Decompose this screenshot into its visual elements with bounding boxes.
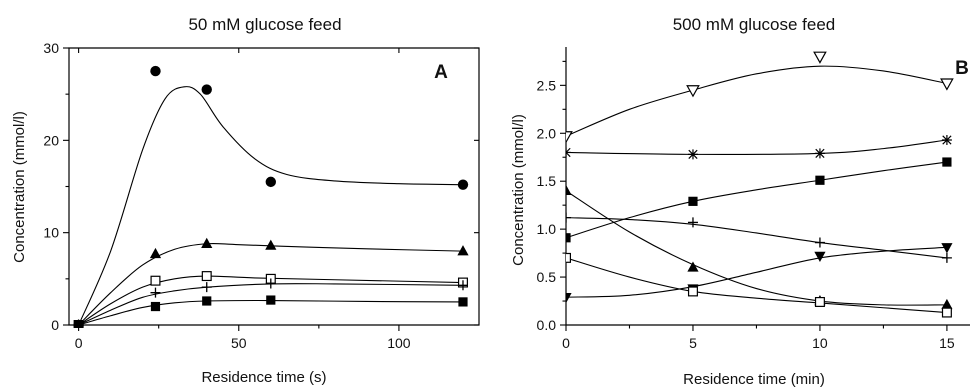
data-point [814, 251, 826, 262]
y-axis-label: Concentration (mmol/l) [11, 111, 28, 263]
series-curve [566, 257, 947, 314]
y-tick-label: 0.5 [537, 269, 557, 285]
data-point [941, 252, 952, 263]
data-point [813, 51, 827, 64]
series-curve [78, 299, 463, 326]
data-point [566, 131, 573, 144]
data-point [201, 237, 213, 248]
data-point [201, 84, 212, 95]
data-point [941, 307, 952, 318]
series-curve [78, 275, 463, 326]
data-point [202, 296, 212, 306]
x-tick-label: 50 [231, 335, 247, 351]
series-curve [566, 65, 948, 137]
y-tick-label: 0 [51, 317, 59, 333]
data-point [150, 301, 161, 312]
y-tick-label: 20 [43, 132, 59, 148]
data-point [457, 179, 469, 190]
data-point [266, 295, 276, 305]
data-point [566, 293, 572, 304]
data-point [150, 275, 161, 286]
panel-label: A [434, 62, 448, 83]
x-tick-label: 10 [812, 335, 828, 351]
series-curve [566, 217, 947, 259]
series-curve [566, 190, 947, 306]
chart-panel-a: 50 mM glucose feed 0 50 100 0 10 20 30 A Resid… [11, 15, 480, 386]
plot-area-b: 0 5 10 15 0.0 0.5 1.0 1.5 2.0 2.5 [537, 47, 970, 351]
data-point [265, 239, 277, 250]
data-point [566, 252, 571, 263]
chart-panel-b: 500 mM glucose feed 0 5 10 15 0.0 0.5 1.0 1.5 2.… [510, 15, 970, 388]
axis-lines [565, 47, 970, 326]
series-curve [566, 246, 947, 298]
data-point [687, 217, 698, 228]
data-point [815, 175, 825, 185]
data-point [265, 176, 276, 188]
panel-label: B [955, 58, 969, 79]
data-point [566, 233, 571, 243]
data-point [940, 78, 954, 91]
data-point [150, 287, 161, 298]
x-tick-label: 0 [562, 335, 570, 351]
series-curve [566, 139, 947, 155]
data-point [941, 134, 952, 145]
data-point [687, 261, 699, 272]
x-tick-label: 5 [689, 335, 697, 351]
series-curve [566, 161, 947, 239]
y-tick-label: 1.5 [537, 173, 557, 189]
y-tick-label: 0.0 [537, 317, 557, 333]
chart-title: 50 mM glucose feed [188, 15, 341, 34]
x-axis-label: Residence time (min) [683, 371, 825, 388]
y-tick-label: 30 [43, 40, 59, 56]
data-point [457, 280, 468, 291]
data-point [458, 297, 468, 307]
data-point [941, 243, 953, 254]
y-tick-label: 10 [43, 225, 59, 241]
data-point [149, 247, 162, 259]
y-tick-label: 1.0 [537, 221, 557, 237]
series-curve [78, 86, 463, 326]
data-point [201, 271, 212, 282]
data-point [814, 148, 825, 159]
data-point [566, 212, 571, 223]
series-curve [78, 283, 463, 326]
data-point [686, 85, 700, 98]
data-point [74, 320, 84, 328]
data-point [150, 65, 161, 77]
x-tick-label: 100 [387, 335, 411, 351]
x-tick-label: 15 [939, 335, 955, 351]
data-point [566, 147, 571, 158]
x-axis-label: Residence time (s) [201, 369, 326, 386]
data-point [942, 157, 952, 167]
data-point [688, 196, 698, 206]
data-point [201, 282, 212, 293]
series-curve [78, 242, 463, 326]
chart-title: 500 mM glucose feed [673, 15, 836, 34]
series-group [73, 65, 469, 328]
series-group [566, 51, 954, 318]
x-tick-label: 0 [75, 335, 83, 351]
y-axis-label: Concentration (mmol/l) [510, 114, 527, 266]
plot-area-a: 0 50 100 0 10 20 30 [43, 40, 480, 351]
data-point [941, 298, 953, 310]
data-point [265, 278, 276, 289]
data-point [566, 184, 572, 195]
data-point [687, 286, 698, 297]
y-tick-label: 2.0 [537, 125, 557, 141]
data-point [457, 245, 469, 256]
data-point [814, 237, 825, 248]
data-point [814, 296, 825, 307]
data-point [687, 149, 698, 160]
y-tick-label: 2.5 [537, 77, 557, 93]
